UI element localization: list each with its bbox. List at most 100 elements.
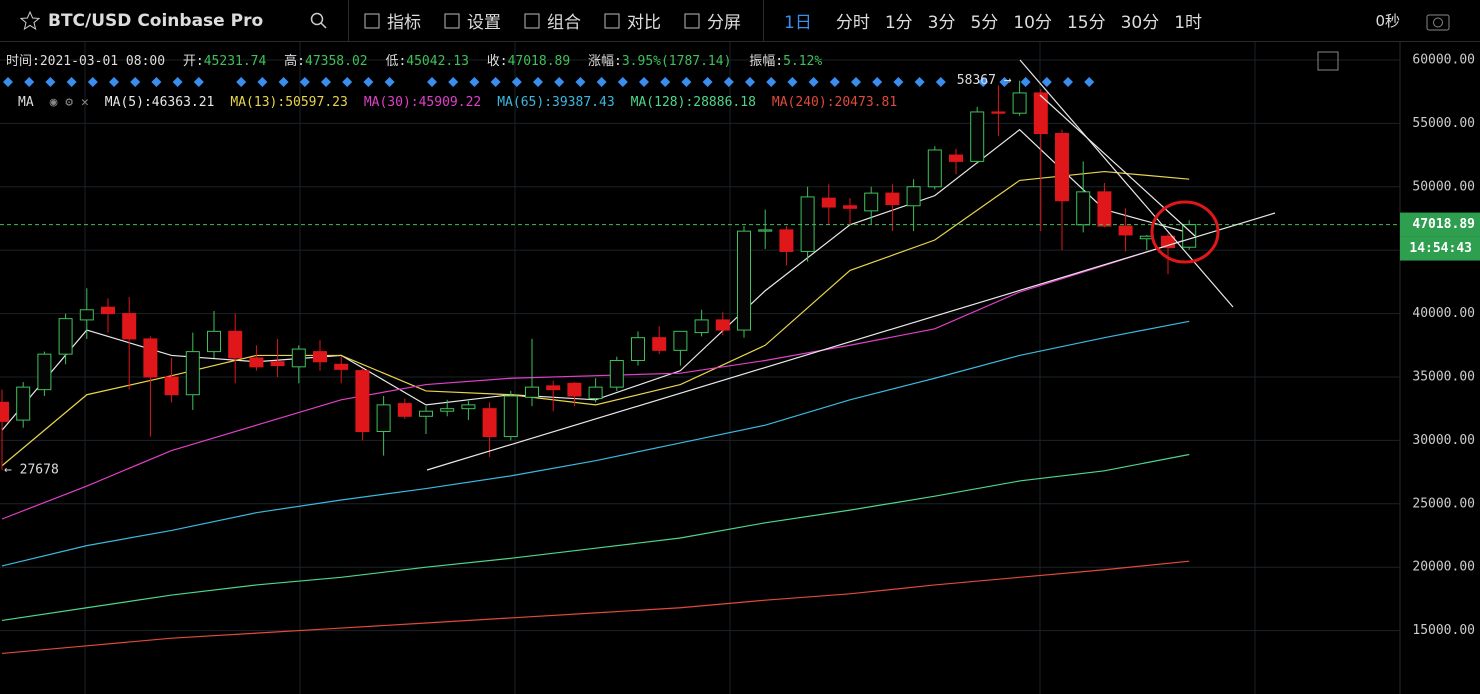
value: 47358.02 bbox=[305, 54, 368, 69]
event-marker bbox=[299, 77, 310, 87]
ma-name: MA(240) bbox=[771, 95, 827, 110]
interval[interactable]: 15分 bbox=[1066, 13, 1106, 33]
event-marker bbox=[151, 77, 162, 87]
y-tick-label: 35000.00 bbox=[1412, 369, 1475, 384]
candle-body bbox=[207, 330, 221, 353]
event-marker bbox=[893, 77, 904, 87]
menu-item[interactable]: 设置 bbox=[443, 8, 501, 33]
candle-body bbox=[355, 370, 370, 433]
interval[interactable]: 3分 bbox=[927, 13, 956, 33]
y-tick-label: 15000.00 bbox=[1412, 623, 1475, 638]
y-tick-label: 50000.00 bbox=[1412, 179, 1475, 194]
label: 时间: bbox=[6, 54, 40, 69]
event-marker bbox=[851, 77, 861, 87]
candle-body bbox=[525, 386, 539, 398]
menu-icon bbox=[604, 13, 620, 28]
event-marker bbox=[554, 77, 565, 87]
indicator-name: MA bbox=[18, 95, 34, 110]
ma-sep: : bbox=[685, 95, 694, 110]
interval[interactable]: 1分 bbox=[884, 13, 913, 33]
v-grid bbox=[84, 42, 1256, 694]
candle-body bbox=[16, 386, 31, 421]
separator bbox=[348, 0, 349, 42]
y-tick-label: 55000.00 bbox=[1412, 116, 1475, 131]
candle-body bbox=[79, 309, 94, 321]
event-marker bbox=[342, 77, 353, 87]
candle-body bbox=[249, 357, 264, 368]
ma-sep: : bbox=[826, 95, 835, 110]
interval[interactable]: 1时 bbox=[1174, 13, 1203, 33]
candle-body bbox=[906, 186, 921, 207]
event-marker bbox=[66, 77, 77, 87]
interval[interactable]: 5分 bbox=[970, 13, 999, 33]
menu-item[interactable]: 分屏 bbox=[683, 8, 741, 33]
event-marker bbox=[257, 77, 268, 87]
candle-body bbox=[864, 192, 879, 212]
ma-legend-item: MA(128):28886.18 bbox=[631, 95, 756, 110]
candle-body bbox=[461, 404, 476, 410]
toolbar: BTC/USD Coinbase Pro 指标 设置 组合 对比 分屏 1日 分时 1分 3分… bbox=[0, 0, 1480, 42]
ma-name: MA(30) bbox=[363, 95, 411, 110]
candle-body bbox=[631, 337, 645, 361]
candle-body bbox=[567, 382, 582, 397]
interval[interactable]: 1日 bbox=[784, 13, 812, 33]
candle-body bbox=[440, 408, 455, 412]
menu-item[interactable]: 指标 bbox=[363, 8, 421, 33]
calendar-icon[interactable] bbox=[1317, 51, 1339, 71]
max-label: 58367 → bbox=[957, 73, 1012, 88]
candle-body bbox=[164, 376, 179, 396]
ma-legend-item: MA(240):20473.81 bbox=[772, 95, 897, 110]
candle-body bbox=[1055, 132, 1069, 202]
candle-body bbox=[143, 338, 158, 378]
candle-body bbox=[737, 230, 751, 331]
search-icon[interactable] bbox=[310, 12, 328, 30]
ma-value: 45909.22 bbox=[418, 95, 482, 110]
intervals: 1日 分时 1分 3分 5分 10分 15分 30分 1时 bbox=[784, 8, 1217, 33]
candle-body bbox=[843, 205, 857, 209]
camera-icon[interactable] bbox=[1426, 11, 1450, 31]
ma-value: 28886.18 bbox=[693, 95, 756, 110]
interval[interactable]: 分时 bbox=[835, 13, 870, 33]
menu-item[interactable]: 对比 bbox=[603, 8, 661, 33]
ma-value: 50597.23 bbox=[285, 95, 348, 110]
candle-body bbox=[313, 351, 327, 363]
ma-name: MA(13) bbox=[230, 95, 278, 110]
ma-legend-item: MA(5):46363.21 bbox=[105, 95, 215, 110]
candle-body bbox=[122, 313, 137, 340]
event-marker bbox=[978, 77, 989, 87]
interval[interactable]: 30分 bbox=[1120, 13, 1160, 33]
icons[interactable]: ◉ ⚙ ✕ bbox=[49, 95, 89, 110]
event-marker bbox=[1020, 77, 1031, 87]
candle-body bbox=[58, 318, 73, 355]
event-marker bbox=[427, 77, 437, 87]
ma-value: 39387.43 bbox=[552, 95, 615, 110]
event-marker bbox=[448, 77, 459, 87]
candle-body bbox=[1118, 225, 1133, 236]
event-marker bbox=[575, 77, 586, 87]
interval[interactable]: 10分 bbox=[1013, 13, 1052, 33]
candle-body bbox=[0, 401, 9, 422]
menu-label: 分屏 bbox=[707, 13, 741, 33]
event-marker bbox=[596, 77, 607, 87]
candle-body bbox=[1161, 235, 1175, 249]
menu-item[interactable]: 组合 bbox=[523, 8, 581, 33]
event-marker bbox=[490, 77, 501, 87]
event-marker bbox=[511, 77, 522, 87]
menu-icon bbox=[524, 13, 540, 28]
ma-legend-item: MA(65):39387.43 bbox=[497, 95, 614, 110]
symbol[interactable]: BTC/USD Coinbase Pro bbox=[48, 10, 264, 31]
ma-sep: : bbox=[544, 95, 553, 110]
menu-icon bbox=[684, 13, 700, 28]
star-icon[interactable] bbox=[20, 10, 40, 31]
candle-body bbox=[270, 361, 285, 367]
event-marker bbox=[3, 77, 13, 87]
label: 高: bbox=[284, 54, 305, 69]
menu-label: 指标 bbox=[387, 13, 421, 33]
event-marker bbox=[236, 77, 247, 87]
y-tick-label: 30000.00 bbox=[1412, 433, 1475, 448]
event-marker bbox=[130, 77, 141, 87]
candle-body bbox=[397, 403, 412, 417]
value: 45042.13 bbox=[406, 54, 469, 69]
ma-sep: : bbox=[143, 95, 152, 110]
